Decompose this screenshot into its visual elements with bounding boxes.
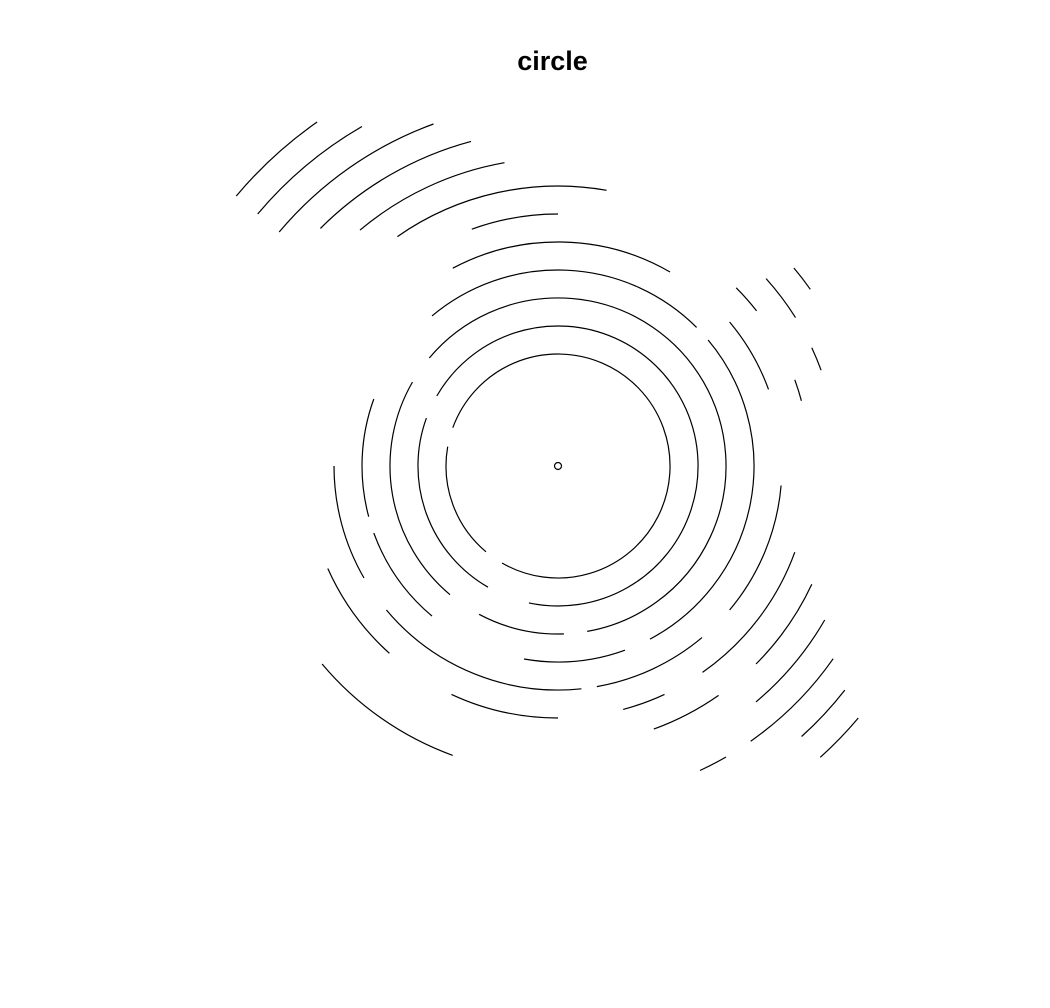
contour-line-11-segment-3 <box>755 619 826 703</box>
contour-line-6-segment-3 <box>389 381 451 596</box>
contour-line-14-segment-2 <box>819 717 859 758</box>
contour-line-12-segment-3 <box>699 756 727 772</box>
contour-line-7-segment-3 <box>523 649 626 663</box>
contour-line-13-segment-1 <box>278 123 434 233</box>
contour-line-5-segment-1 <box>436 325 699 607</box>
contour-line-10-segment-3 <box>811 347 822 371</box>
contour-line-15-segment-1 <box>235 121 318 197</box>
contour-line-12-segment-2 <box>750 658 834 742</box>
contour-line-10-segment-1 <box>397 185 607 238</box>
contour-line-7-segment-5 <box>361 398 375 517</box>
contour-line-10-segment-4 <box>755 584 813 665</box>
contour-line-9-segment-5 <box>623 693 665 710</box>
contour-line-7-segment-2 <box>649 339 755 640</box>
contour-line-10-segment-2 <box>765 278 797 318</box>
contour-line-8-segment-1 <box>452 241 671 273</box>
chart-title: circle <box>517 46 588 76</box>
contour-line-9-segment-6 <box>451 693 559 719</box>
contour-line-9-segment-7 <box>327 568 390 654</box>
contour-line-6-segment-2 <box>478 613 564 635</box>
contour-line-9-segment-2 <box>735 287 758 312</box>
contour-line-11-segment-1 <box>359 162 505 231</box>
contour-line-7-segment-4 <box>373 532 433 617</box>
contour-line-4-segment-2 <box>445 446 487 553</box>
contour-line-14-segment-1 <box>257 125 363 215</box>
contour-line-7-segment-1 <box>431 269 698 328</box>
contour-line-8-segment-5 <box>385 609 582 691</box>
contour-line-6-segment-1 <box>428 297 727 632</box>
contour-line-8-segment-4 <box>596 637 703 688</box>
contour-line-8-segment-2 <box>729 321 770 390</box>
contour-line-9-segment-1 <box>471 213 559 230</box>
contour-line-9-segment-4 <box>702 551 796 673</box>
contour-line-11-segment-2 <box>793 267 811 290</box>
contour-line-5-segment-2 <box>417 417 489 588</box>
contour-line-10-segment-5 <box>653 694 719 730</box>
contour-line-4-segment-1 <box>452 353 671 579</box>
contour-line-9-segment-3 <box>794 379 802 401</box>
contour-line-11-segment-4 <box>321 663 453 756</box>
contour-line-12-segment-1 <box>319 140 472 229</box>
contour-line-8-segment-3 <box>729 485 782 611</box>
contour-line-13-segment-2 <box>801 689 846 737</box>
contour-line-8-segment-6 <box>333 465 365 579</box>
center-point-marker <box>553 461 563 471</box>
